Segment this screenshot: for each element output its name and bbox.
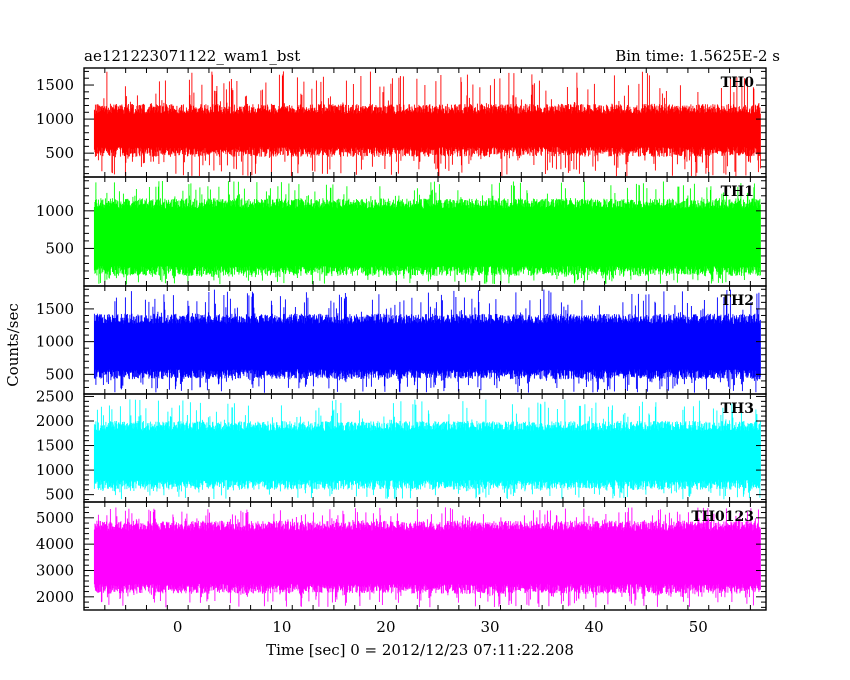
y-tick-label: 3000 bbox=[36, 561, 74, 579]
y-tick-label: 4000 bbox=[36, 535, 74, 553]
y-tick-label: 500 bbox=[45, 239, 74, 257]
series-th1 bbox=[93, 181, 761, 285]
series-th3 bbox=[93, 399, 761, 500]
x-tick-label: 0 bbox=[173, 618, 183, 636]
series-th0123 bbox=[93, 507, 761, 608]
y-tick-label: 1000 bbox=[36, 202, 74, 220]
y-tick-label: 2000 bbox=[36, 412, 74, 430]
panel-tag: TH3 bbox=[721, 401, 754, 417]
panel-tag: TH0 bbox=[721, 75, 755, 91]
panel-frame bbox=[83, 501, 767, 611]
panel-th0123: 2000 3000 4000 5000 TH0123 bbox=[36, 501, 767, 611]
series-th2 bbox=[93, 289, 761, 393]
y-tick-label: 1000 bbox=[36, 333, 74, 351]
x-axis-label: Time [sec] 0 = 2012/12/23 07:11:22.208 bbox=[266, 641, 574, 659]
y-tick-label: 1500 bbox=[36, 437, 74, 455]
x-tick-label: 40 bbox=[585, 618, 604, 636]
y-tick-label: 1500 bbox=[36, 76, 74, 94]
y-axis-label: Counts/sec bbox=[4, 303, 22, 387]
panel-tag: TH2 bbox=[721, 293, 754, 309]
y-tick-label: 2000 bbox=[36, 588, 74, 606]
panel-tag: TH1 bbox=[721, 184, 754, 200]
series-th0 bbox=[93, 71, 761, 176]
panel-th3: 500 1000 1500 2000 2500 TH3 bbox=[36, 387, 767, 504]
panel-th2: 500 1000 1500 TH2 bbox=[36, 285, 767, 395]
y-tick-label: 1000 bbox=[36, 110, 74, 128]
y-tick-label: 500 bbox=[45, 144, 74, 162]
y-tick-label: 500 bbox=[45, 486, 74, 504]
y-tick-label: 500 bbox=[45, 365, 74, 383]
y-tick-label: 2500 bbox=[36, 387, 74, 405]
y-tick-label: 1500 bbox=[36, 300, 74, 318]
x-tick-label: 50 bbox=[689, 618, 708, 636]
panel-th1: 500 1000 TH1 bbox=[36, 176, 767, 287]
bin-time-label: Bin time: 1.5625E-2 s bbox=[615, 47, 780, 65]
panel-tag: TH0123 bbox=[691, 509, 754, 525]
x-tick-label: 30 bbox=[481, 618, 500, 636]
panel-th0: 500 1000 1500 TH0 bbox=[36, 67, 767, 178]
x-tick-label: 20 bbox=[376, 618, 395, 636]
y-tick-label: 1000 bbox=[36, 461, 74, 479]
x-tick-label: 10 bbox=[272, 618, 291, 636]
plot-title: ae121223071122_wam1_bst bbox=[84, 47, 300, 65]
y-tick-label: 5000 bbox=[36, 509, 74, 527]
